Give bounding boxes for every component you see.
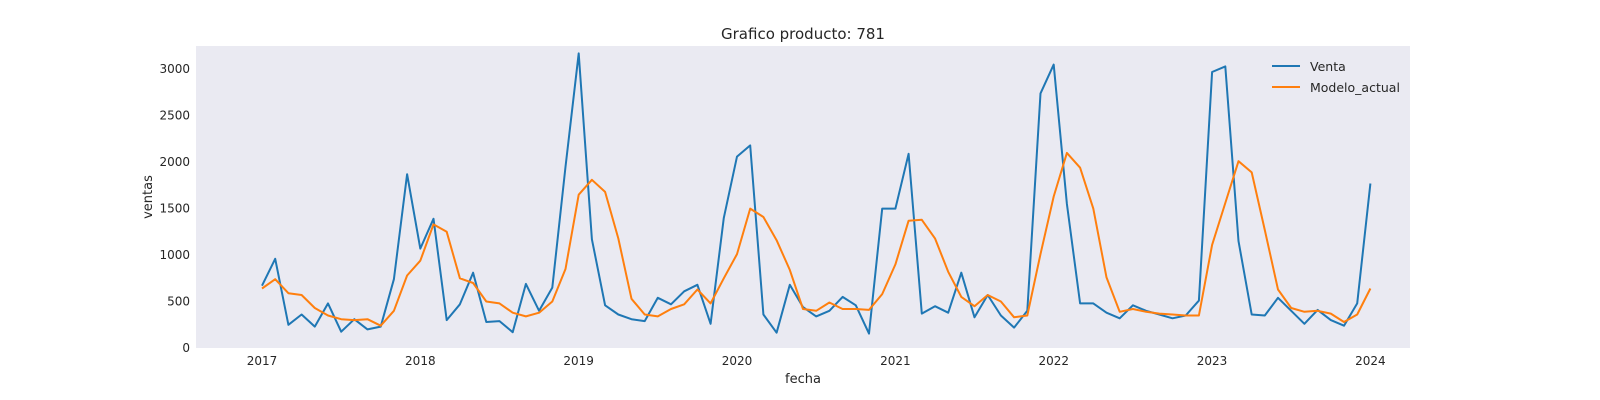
y-tick-label: 0 — [182, 341, 190, 355]
legend: Venta Modelo_actual — [1272, 59, 1400, 95]
x-tick-label: 2018 — [405, 354, 436, 368]
x-tick-label: 2022 — [1038, 354, 1069, 368]
legend-label: Venta — [1310, 59, 1346, 74]
x-axis-label: fecha — [785, 372, 821, 387]
y-tick-label: 2500 — [159, 109, 190, 123]
x-tick-label: 2019 — [563, 354, 594, 368]
y-tick-label: 3000 — [159, 62, 190, 76]
y-tick-label: 500 — [167, 295, 190, 309]
y-tick-label: 2000 — [159, 155, 190, 169]
y-tick-label: 1000 — [159, 248, 190, 262]
y-tick-label: 1500 — [159, 202, 190, 216]
series-lines — [261, 52, 1372, 335]
chart-title: Grafico producto: 781 — [721, 25, 885, 43]
x-tick-label: 2023 — [1197, 354, 1228, 368]
x-tick-label: 2021 — [880, 354, 911, 368]
x-tick-label: 2024 — [1355, 354, 1386, 368]
x-axis: 2017 2018 2019 2020 2021 2022 2023 2024 — [247, 354, 1386, 368]
series-line-modelo-actual — [261, 151, 1372, 327]
y-axis: 0 500 1000 1500 2000 2500 3000 — [159, 62, 190, 355]
legend-label: Modelo_actual — [1310, 80, 1400, 95]
x-tick-label: 2020 — [722, 354, 753, 368]
y-axis-label: ventas — [141, 175, 156, 219]
x-tick-label: 2017 — [247, 354, 278, 368]
